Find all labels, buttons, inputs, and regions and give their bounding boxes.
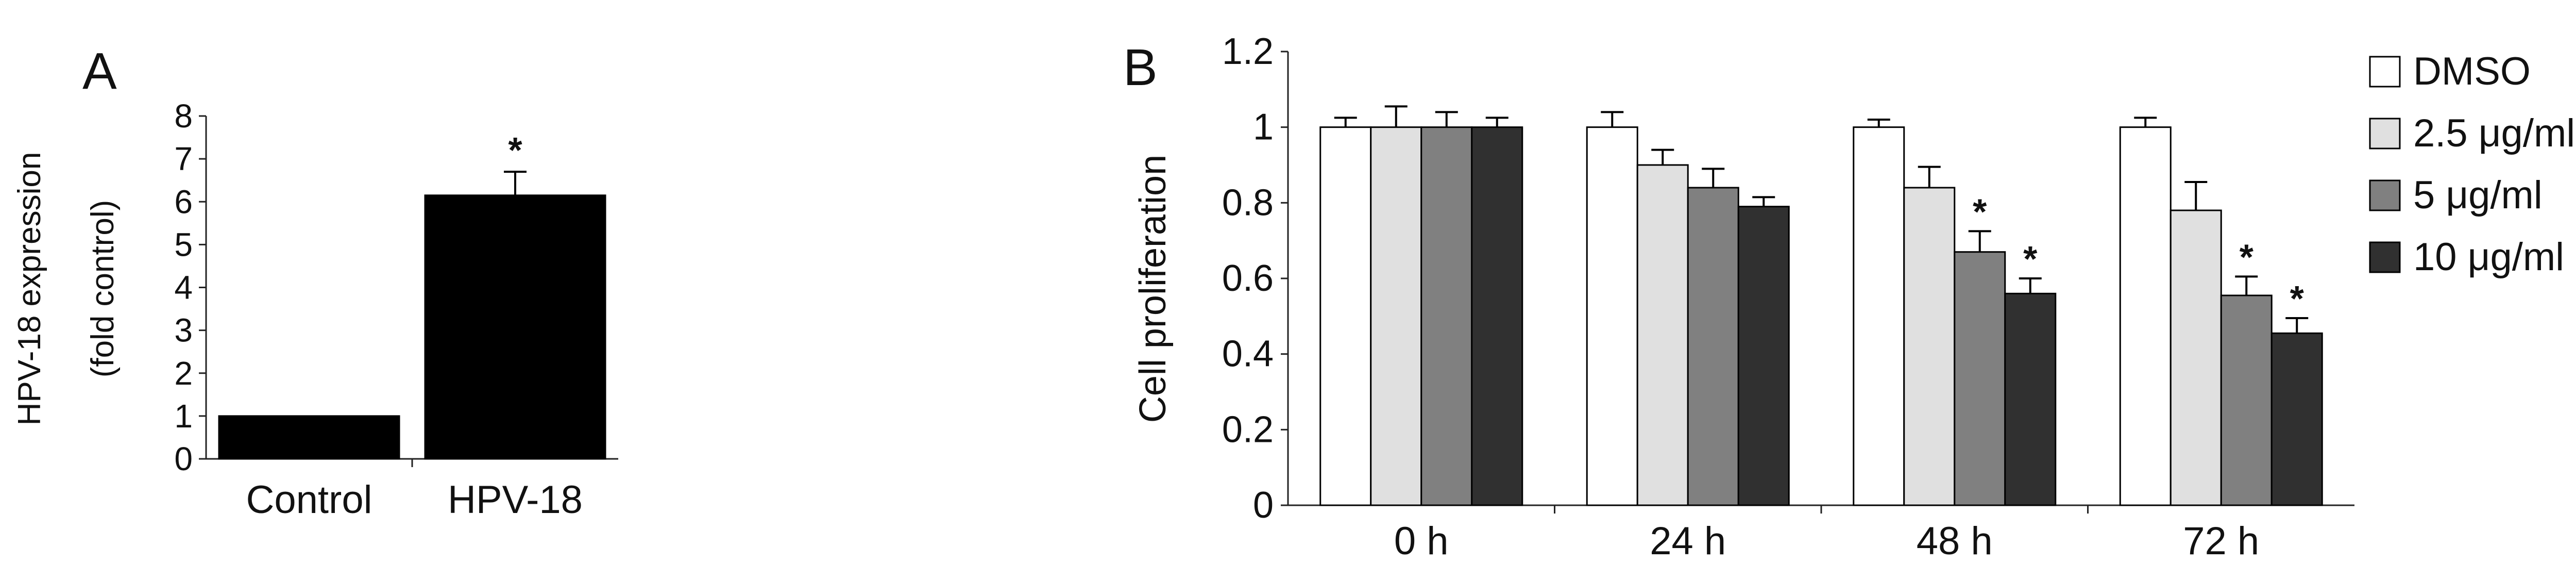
panel-b-ytick-label: 0.4: [1222, 334, 1274, 375]
panel-a-ylabel: HPV-18 expression: [12, 152, 47, 426]
panel-b-bar: [1420, 126, 1473, 506]
panel-a-ytick-label: 0: [174, 440, 193, 477]
panel-b-bar: [1586, 126, 1638, 506]
panel-a-ytick-label: 3: [174, 312, 193, 349]
panel-a-ytick-label: 7: [174, 140, 193, 177]
panel-b-legend: DMSO 2.5 μg/ml 5 μg/ml 10 μg/ml: [2369, 49, 2575, 279]
panel-a-ytick-label: 4: [174, 269, 193, 306]
panel-b-ytick-label: 0.2: [1222, 409, 1274, 450]
panel-b-bar: [1319, 126, 1372, 506]
panel-b-significance-marker: *: [1973, 191, 1987, 231]
panel-b-bar: [1954, 251, 2006, 506]
panel-a-ytick-label: 1: [174, 398, 193, 435]
panel-b-category-label: 24 h: [1650, 519, 1726, 563]
panel-b-bar: [2004, 292, 2057, 506]
panel-b-significance-marker: *: [2240, 237, 2254, 277]
panel-b-bar: [1853, 126, 1905, 506]
panel-b-legend-label: 5 μg/ml: [2413, 173, 2543, 217]
panel-b-ytick-label: 1.2: [1222, 31, 1274, 72]
panel-b-legend-swatch: [2369, 179, 2401, 211]
panel-b-ytick-label: 0.8: [1222, 182, 1274, 223]
panel-b-bar: [2220, 294, 2273, 506]
panel-a-significance-marker: *: [508, 130, 522, 170]
panel-b-ylabel: Cell proliferation: [1132, 155, 1174, 423]
panel-b-bar: [1370, 126, 1422, 506]
panel-b-bar: [2119, 126, 2172, 506]
panel-b-legend-label: DMSO: [2413, 49, 2531, 93]
panel-a-ytick-label: 5: [174, 226, 193, 263]
panel-b-significance-marker: *: [2023, 239, 2038, 279]
panel-a-ytick-label: 6: [174, 183, 193, 220]
panel-a-ytick-label: 2: [174, 355, 193, 392]
panel-a-ylabel-secondary: (fold control): [85, 200, 121, 378]
panel-b-category-label: 0 h: [1394, 519, 1449, 563]
panel-a-letter: A: [82, 42, 117, 100]
panel-b-legend-swatch: [2369, 118, 2401, 150]
panel-b-legend-label: 10 μg/ml: [2413, 235, 2564, 279]
panel-a: A HPV-18 expression (fold control) 0 1 2 3 4…: [12, 42, 618, 522]
panel-b-ytick-label: 0.6: [1222, 258, 1274, 299]
panel-a-ytick-label: 8: [174, 97, 193, 135]
panel-b: B Cell proliferation 0 0.2 0.4 0.6 0.8 1 1.2 0 …: [1123, 31, 2575, 563]
panel-b-bar: [1737, 206, 1790, 506]
panel-b-legend-swatch: [2369, 56, 2401, 88]
panel-a-category-label: Control: [246, 478, 372, 522]
panel-b-significance-marker: *: [2290, 278, 2304, 319]
panel-b-bar: [2170, 209, 2222, 506]
panel-b-letter: B: [1123, 39, 1158, 96]
panel-b-bar: [1471, 126, 1523, 506]
panel-b-ytick-label: 1: [1253, 107, 1274, 148]
panel-b-legend-label: 2.5 μg/ml: [2413, 111, 2575, 155]
panel-b-category-label: 48 h: [1917, 519, 1993, 563]
panel-b-bar: [1636, 164, 1689, 506]
panel-b-bar: [1903, 187, 1956, 506]
panel-b-bar: [2270, 332, 2323, 506]
panel-b-bar: [1687, 187, 1739, 506]
panel-a-category-label: HPV-18: [448, 478, 583, 522]
panel-b-legend-swatch: [2369, 241, 2401, 273]
panel-a-bar: [218, 415, 400, 460]
panel-b-category-label: 72 h: [2183, 519, 2259, 563]
panel-b-ytick-label: 0: [1253, 485, 1274, 526]
panel-a-bar: [424, 194, 606, 460]
